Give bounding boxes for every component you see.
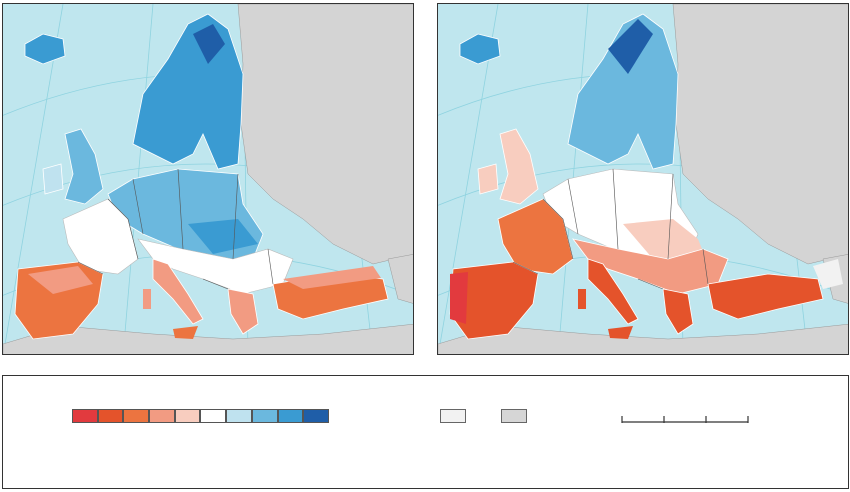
scale-bar <box>621 416 749 423</box>
map-right <box>437 3 849 355</box>
legend-box <box>2 375 849 489</box>
italy <box>152 258 204 325</box>
map-left <box>2 3 414 355</box>
legend-color-1 <box>97 409 124 423</box>
eastern-europe <box>188 219 258 254</box>
italy <box>587 258 639 325</box>
legend-color-2 <box>123 409 150 423</box>
map-right-canvas <box>438 4 848 354</box>
legend-swatch-light <box>440 409 466 423</box>
sardinia <box>143 289 151 309</box>
sicily <box>608 326 633 339</box>
greece <box>227 288 259 335</box>
legend-color-4 <box>174 409 201 423</box>
legend-color-6 <box>226 409 252 423</box>
iceland <box>24 33 66 65</box>
legend-color-5 <box>200 409 227 423</box>
ireland <box>42 163 64 195</box>
great-britain <box>499 128 539 205</box>
sardinia <box>578 289 586 309</box>
scandinavia-north <box>608 19 653 74</box>
iberia-north <box>28 266 93 294</box>
ireland <box>477 163 499 195</box>
country-borders <box>512 168 709 290</box>
sicily <box>173 326 198 339</box>
scandinavia-north <box>193 24 225 64</box>
portugal <box>450 272 468 324</box>
turkey <box>707 273 824 320</box>
country-borders <box>77 168 274 290</box>
iceland <box>459 33 501 65</box>
legend-color-0 <box>72 409 98 423</box>
turkey-north <box>283 266 381 289</box>
map-left-canvas <box>3 4 413 354</box>
legend-swatch-grey <box>501 409 527 423</box>
color-scale <box>72 409 329 423</box>
legend-color-9 <box>303 409 329 423</box>
greece <box>662 288 694 335</box>
non-eu-land <box>438 4 848 354</box>
legend-color-3 <box>149 409 175 423</box>
eastern-europe <box>623 219 708 264</box>
turkey-east <box>813 259 843 289</box>
legend-color-7 <box>251 409 278 423</box>
great-britain <box>64 128 104 205</box>
legend-color-8 <box>277 409 304 423</box>
